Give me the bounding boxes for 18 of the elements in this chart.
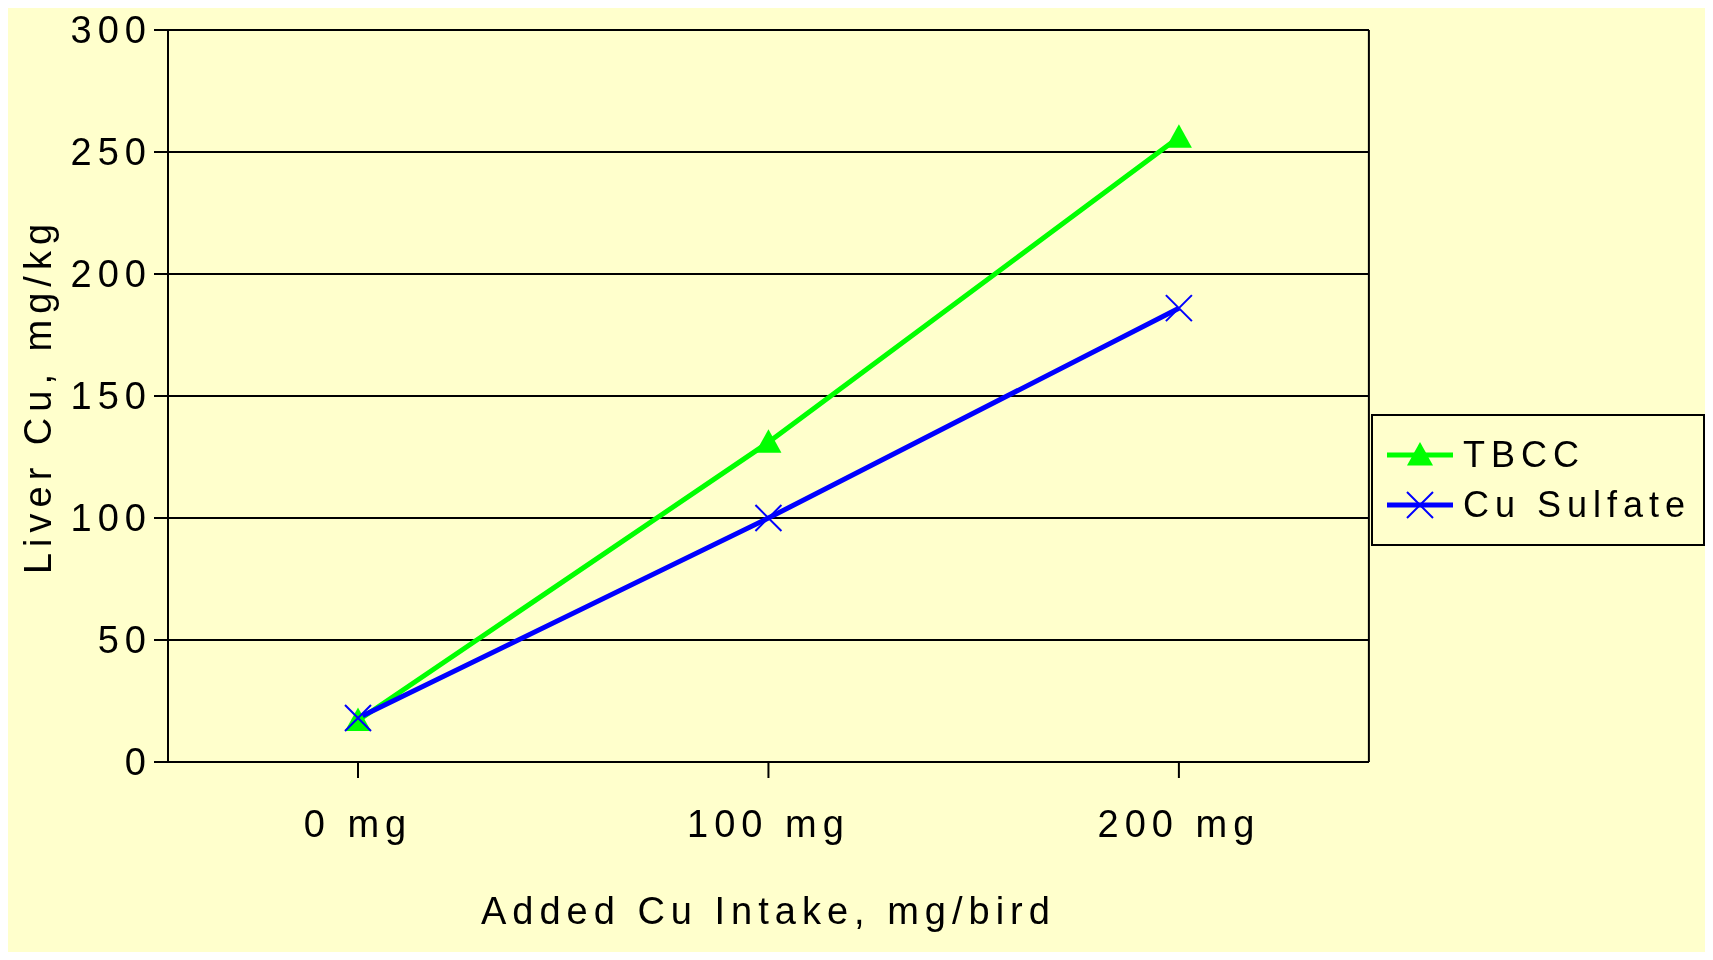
x-axis-title: Added Cu Intake, mg/bird <box>480 890 1056 932</box>
point <box>755 429 782 453</box>
y-tick-label: 200 <box>70 253 152 296</box>
legend-label: Cu Sulfate <box>1462 484 1691 526</box>
point <box>754 504 783 532</box>
x-tick-label: 200 mg <box>1097 802 1261 845</box>
x-tick-label: 0 mg <box>303 802 413 845</box>
point <box>1165 124 1192 148</box>
y-tick-label: 0 <box>124 741 152 784</box>
point <box>1164 294 1193 323</box>
legend-label: TBCC <box>1462 434 1585 476</box>
x-tick-label: 100 mg <box>687 802 850 845</box>
y-tick-label: 300 <box>70 9 152 52</box>
y-tick-label: 100 <box>70 497 152 540</box>
y-tick-label: 150 <box>70 375 152 418</box>
y-tick-label: 250 <box>70 131 152 174</box>
y-tick-label: 50 <box>97 619 152 662</box>
y-axis-title: Liver Cu, mg/kg <box>17 217 60 575</box>
